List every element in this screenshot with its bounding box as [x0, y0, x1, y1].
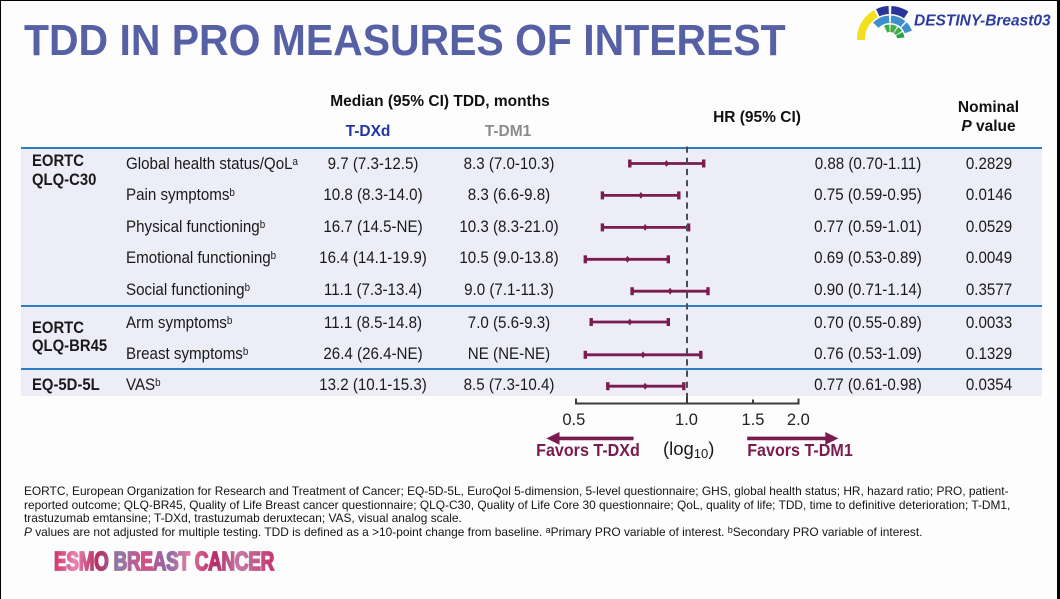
svg-text:ESMO BREAST CANCER: ESMO BREAST CANCER: [54, 546, 274, 576]
svg-text:DESTINY-Breast03: DESTINY-Breast03: [914, 13, 1051, 30]
